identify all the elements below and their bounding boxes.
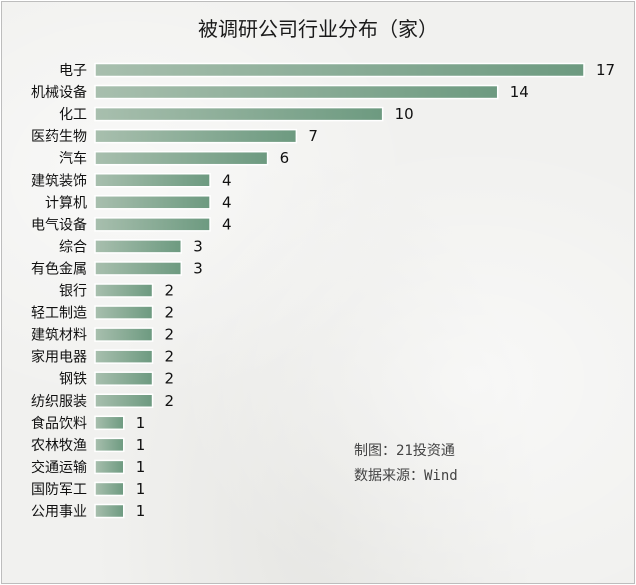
- value-label: 17: [596, 61, 615, 79]
- value-label: 1: [136, 480, 146, 498]
- bar: [94, 173, 211, 188]
- value-label: 2: [165, 392, 175, 410]
- bar: [94, 217, 211, 232]
- category-label: 电气设备: [31, 216, 87, 233]
- bar: [94, 437, 125, 453]
- bar: [94, 371, 154, 386]
- value-label: 2: [165, 370, 175, 388]
- value-label: 1: [136, 436, 146, 454]
- data-source: 数据来源：Wind: [354, 468, 458, 484]
- category-label: 有色金属: [31, 260, 87, 277]
- value-label: 3: [193, 237, 203, 255]
- bar: [94, 150, 269, 166]
- value-label: 2: [165, 326, 175, 344]
- category-label: 汽车: [59, 150, 87, 167]
- bar: [94, 84, 499, 100]
- value-label: 2: [165, 282, 175, 300]
- category-label: 电子: [59, 63, 87, 79]
- category-label: 轻工制造: [31, 306, 87, 322]
- bar: [94, 415, 125, 431]
- source-credit: 制图：21投资通: [354, 443, 455, 459]
- value-label: 1: [136, 458, 146, 476]
- bar: [94, 239, 183, 254]
- bar: [94, 393, 154, 408]
- bar: [94, 283, 154, 298]
- bar: [94, 459, 125, 475]
- category-label: 综合: [59, 239, 87, 255]
- category-label: 建筑材料: [31, 328, 87, 344]
- bar: [94, 62, 585, 78]
- chart-title: 被调研公司行业分布（家）: [198, 17, 438, 41]
- bar: [94, 261, 183, 276]
- value-label: 1: [136, 414, 146, 432]
- category-label: 医药生物: [31, 129, 87, 145]
- bar: [94, 327, 154, 342]
- category-label: 钢铁: [59, 372, 87, 388]
- value-label: 2: [165, 348, 175, 366]
- category-label: 家用电器: [31, 349, 87, 366]
- value-label: 6: [280, 149, 290, 167]
- value-label: 3: [193, 259, 203, 277]
- bar: [94, 195, 211, 210]
- value-label: 10: [395, 105, 414, 123]
- value-label: 7: [308, 127, 318, 145]
- category-label: 公用事业: [31, 504, 87, 520]
- category-label: 交通运输: [31, 459, 87, 476]
- value-label: 4: [222, 193, 232, 211]
- value-label: 2: [165, 304, 175, 322]
- value-label: 4: [222, 171, 232, 189]
- value-label: 14: [510, 83, 529, 101]
- category-label: 建筑装饰: [31, 173, 87, 189]
- category-label: 国防军工: [31, 482, 87, 498]
- bar: [94, 481, 125, 497]
- value-label: 4: [222, 215, 232, 233]
- category-label: 食品饮料: [31, 415, 87, 432]
- bar: [94, 305, 154, 320]
- bar: [94, 128, 298, 144]
- category-label: 计算机: [45, 195, 87, 211]
- category-label: 机械设备: [31, 84, 87, 101]
- category-label: 农林牧渔: [31, 438, 87, 454]
- bar: [94, 349, 154, 364]
- category-label: 纺织服装: [31, 394, 87, 410]
- category-label: 银行: [59, 284, 87, 300]
- bar: [94, 503, 125, 519]
- category-label: 化工: [59, 107, 87, 123]
- bar: [94, 106, 384, 122]
- value-label: 1: [136, 502, 146, 520]
